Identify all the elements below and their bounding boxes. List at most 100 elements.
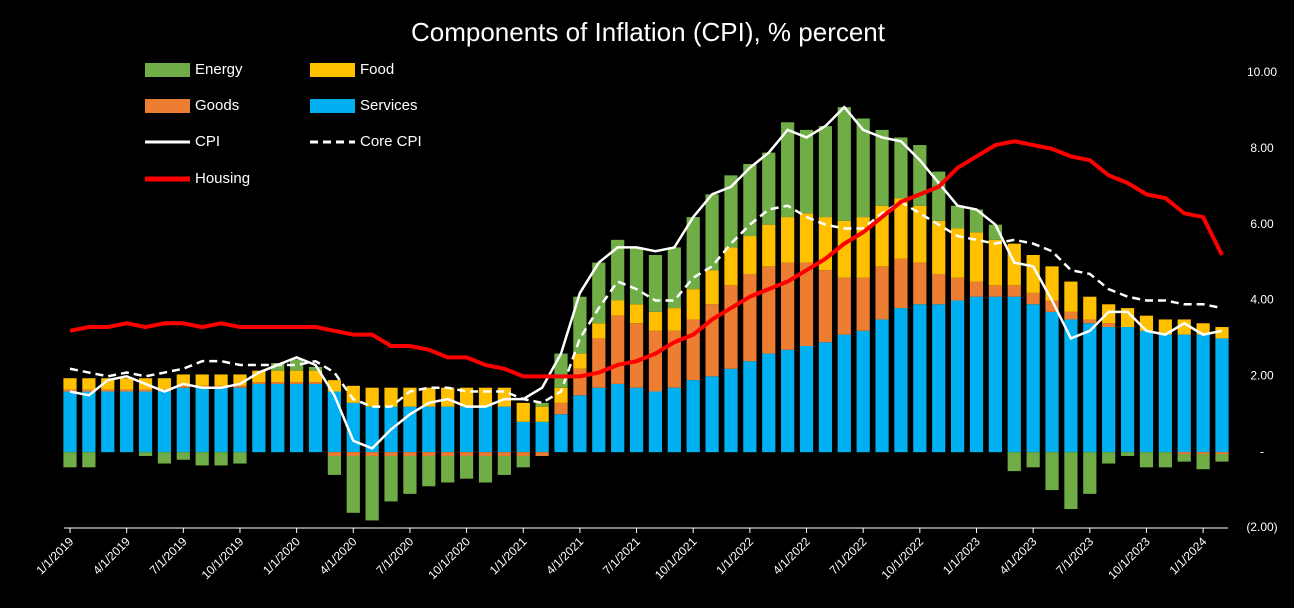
bar — [535, 452, 549, 456]
bar — [1158, 319, 1172, 335]
bar — [157, 378, 172, 390]
chart-title: Components of Inflation (CPI), % percent — [411, 17, 886, 47]
bar — [969, 232, 984, 282]
bar — [290, 370, 304, 383]
bar — [781, 349, 795, 453]
bar — [459, 387, 474, 407]
legend-swatch — [310, 99, 355, 113]
line — [69, 105, 1223, 450]
bar — [535, 406, 549, 422]
bar — [629, 304, 644, 324]
bar — [856, 330, 870, 453]
bar — [1007, 296, 1021, 453]
bar — [1064, 281, 1078, 312]
bar — [1196, 334, 1210, 453]
bar — [138, 389, 153, 392]
bar — [969, 296, 984, 453]
bar — [781, 122, 795, 218]
bar — [1026, 452, 1040, 468]
bar — [1196, 452, 1210, 455]
bar — [327, 455, 342, 475]
bar — [629, 387, 644, 453]
bar — [63, 452, 77, 468]
bar — [950, 228, 965, 278]
bar — [82, 391, 96, 453]
bar — [837, 277, 851, 335]
bar — [875, 129, 889, 206]
bar — [214, 374, 228, 386]
bar — [875, 319, 889, 453]
bar — [346, 455, 360, 513]
bar — [1139, 452, 1154, 468]
legend-label: Housing — [195, 170, 250, 187]
bar — [1064, 452, 1078, 510]
x-tick-label: 7/1/2023 — [1053, 534, 1096, 577]
bar — [252, 370, 266, 383]
bar — [157, 452, 172, 464]
bar — [988, 239, 1002, 286]
bar — [724, 247, 738, 286]
legend-swatch — [145, 99, 190, 113]
bar — [1083, 319, 1097, 324]
bar — [478, 455, 493, 483]
bar — [988, 285, 1002, 297]
bar — [516, 421, 530, 453]
bar — [1007, 452, 1021, 472]
bar — [459, 452, 474, 456]
bar — [667, 387, 681, 453]
bar — [1026, 304, 1040, 453]
bar — [516, 452, 530, 456]
bar — [875, 266, 889, 320]
bar — [271, 383, 285, 453]
bar — [535, 421, 549, 453]
bar — [327, 380, 342, 392]
bar — [157, 391, 172, 453]
bar — [1120, 452, 1135, 456]
bar — [950, 277, 965, 301]
bar — [101, 391, 115, 453]
bar — [705, 376, 719, 453]
bar — [478, 452, 493, 456]
bar — [554, 414, 568, 453]
bar — [1102, 327, 1116, 453]
bar — [705, 194, 719, 271]
bar — [969, 281, 984, 297]
bar — [101, 389, 115, 392]
bar — [762, 353, 776, 453]
bar — [1026, 292, 1040, 305]
bar — [705, 270, 719, 305]
bar — [724, 368, 738, 453]
bar — [686, 380, 700, 453]
bar — [497, 452, 511, 456]
bar — [459, 455, 474, 479]
bar — [233, 387, 247, 453]
bar — [233, 452, 247, 464]
bar — [497, 455, 511, 475]
bar — [611, 300, 625, 316]
bar — [1120, 327, 1135, 453]
x-tick-label: 1/1/2020 — [260, 534, 303, 577]
bar — [592, 387, 606, 453]
bar — [592, 338, 606, 388]
bar — [365, 387, 379, 407]
bar — [856, 118, 870, 218]
bar — [176, 385, 190, 388]
bar — [233, 374, 247, 386]
bar — [743, 361, 757, 453]
bar — [1158, 334, 1172, 453]
bar — [743, 273, 757, 362]
bar — [1215, 454, 1229, 462]
bar — [120, 389, 134, 392]
bar — [837, 334, 851, 453]
x-tick-label: 10/1/2019 — [199, 534, 247, 582]
bar — [611, 315, 625, 384]
bar — [988, 224, 1002, 240]
bar — [271, 363, 285, 371]
bar — [1177, 334, 1191, 453]
bar — [1083, 452, 1097, 494]
bar — [913, 304, 927, 453]
bar — [988, 296, 1002, 453]
bar — [422, 452, 436, 456]
bar — [913, 145, 927, 206]
